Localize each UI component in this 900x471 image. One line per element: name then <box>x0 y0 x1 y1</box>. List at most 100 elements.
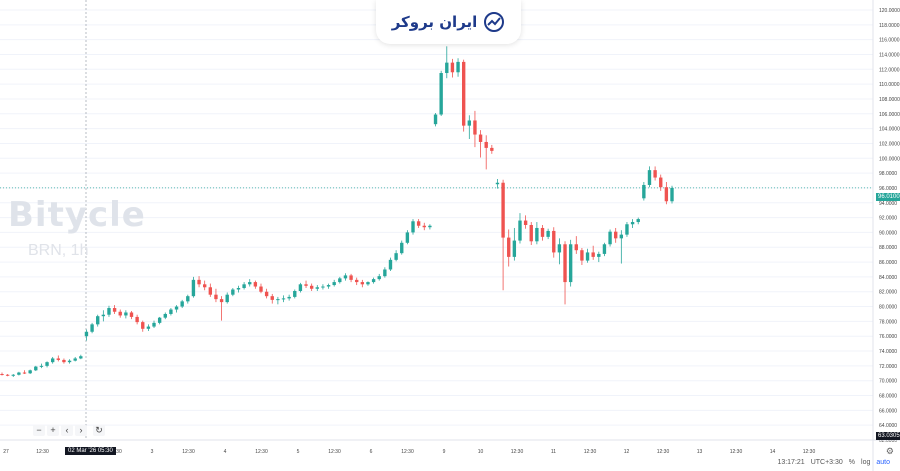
candle-body <box>377 276 381 280</box>
percent-toggle[interactable]: % <box>848 459 856 466</box>
candle-body <box>445 62 449 74</box>
x-tick-label: 12:30 <box>328 449 341 455</box>
y-tick-label: 96.0000 <box>879 186 897 192</box>
y-tick-label: 102.0000 <box>879 141 900 147</box>
trend-logo-icon <box>484 12 505 32</box>
candle-body <box>456 61 460 73</box>
y-tick-label: 98.0000 <box>879 171 897 177</box>
candle-body <box>619 234 624 239</box>
y-tick-label: 118.0000 <box>879 23 900 29</box>
candle-body <box>169 309 173 314</box>
candle-body <box>507 237 511 257</box>
x-tick-label: 6 <box>370 449 373 455</box>
zoom-in-button[interactable]: + <box>47 425 59 436</box>
candle-body <box>50 358 55 363</box>
candle-body <box>343 275 348 279</box>
candle-body <box>332 282 336 286</box>
candle-body <box>22 372 27 374</box>
candle-body <box>112 308 117 312</box>
candle-body <box>439 73 443 115</box>
status-bar: 13:17:21 UTC+3:30 % log auto <box>777 459 890 466</box>
candle-body <box>625 224 629 235</box>
candle-body <box>79 356 83 359</box>
x-tick-label: 12:30 <box>584 449 597 455</box>
x-tick-label: 27 <box>3 449 9 455</box>
logo-text: ایران بروکر <box>391 13 478 31</box>
y-tick-label: 74.0000 <box>879 349 897 355</box>
candle-body <box>416 221 421 226</box>
candle-body <box>304 284 308 286</box>
zoom-out-button[interactable]: − <box>33 425 45 436</box>
x-tick-label: 12:30 <box>182 449 195 455</box>
y-tick-label: 100.0000 <box>879 156 900 162</box>
candle-body <box>276 299 280 301</box>
candle-body <box>355 279 359 283</box>
candle-body <box>45 362 49 366</box>
y-tick-label: 80.0000 <box>879 305 897 311</box>
candle-body <box>546 230 550 237</box>
candle-body <box>293 290 297 297</box>
candle-body <box>461 61 466 126</box>
candle-body <box>580 250 584 261</box>
candle-body <box>28 370 32 374</box>
candle-body <box>135 316 139 323</box>
candle-body <box>338 278 342 283</box>
candle-body <box>614 231 618 239</box>
candle-body <box>34 366 38 371</box>
candle-body <box>602 244 607 254</box>
candle-body <box>253 282 258 287</box>
candle-body <box>259 286 263 292</box>
candle-body <box>518 220 522 241</box>
candle-body <box>174 306 179 310</box>
scroll-right-button[interactable]: › <box>75 425 87 436</box>
candle-body <box>490 147 494 151</box>
candle-body <box>608 231 612 245</box>
candle-body <box>636 219 640 223</box>
candle-body <box>473 120 477 135</box>
y-tick-label: 68.0000 <box>879 394 897 400</box>
y-tick-label: 84.0000 <box>879 275 897 281</box>
y-tick-label: 66.0000 <box>879 408 897 414</box>
candle-body <box>39 365 44 367</box>
candle-body <box>90 324 94 332</box>
x-tick-label: 3 <box>151 449 154 455</box>
settings-gear-icon[interactable]: ⚙ <box>885 446 894 456</box>
candle-body <box>96 316 100 325</box>
candle-body <box>186 296 190 302</box>
y-tick-label: 70.0000 <box>879 379 897 385</box>
candle-body <box>585 252 590 261</box>
candle-body <box>73 358 77 361</box>
candle-body <box>388 259 393 270</box>
crosshair-time-label: 02 Mar '26 05:30 <box>65 447 116 455</box>
candle-body <box>366 282 370 285</box>
y-tick-label: 82.0000 <box>879 290 897 296</box>
candle-body <box>11 374 15 376</box>
candle-body <box>5 374 10 376</box>
candle-body <box>529 225 533 242</box>
candle-body <box>321 286 325 288</box>
candle-body <box>180 301 184 307</box>
candle-body <box>264 291 269 297</box>
candle-body <box>67 360 72 363</box>
scroll-left-button[interactable]: ‹ <box>61 425 73 436</box>
log-toggle[interactable]: log <box>861 459 871 466</box>
x-tick-label: 12:30 <box>401 449 414 455</box>
crosshair-price-label: 63.0305 <box>876 432 900 440</box>
candle-body <box>597 253 601 257</box>
candle-body <box>203 284 207 288</box>
candle-body <box>411 221 415 233</box>
timezone[interactable]: UTC+3:30 <box>810 459 843 466</box>
candle-body <box>270 296 274 300</box>
reset-chart-button[interactable]: ↻ <box>93 425 105 436</box>
auto-toggle[interactable]: auto <box>876 459 890 466</box>
candle-body <box>124 312 128 316</box>
candle-body <box>231 289 235 295</box>
x-tick-label: 4 <box>224 449 227 455</box>
y-tick-label: 104.0000 <box>879 127 900 133</box>
clock-time: 13:17:21 <box>777 459 805 466</box>
candle-body <box>383 269 387 277</box>
y-tick-label: 72.0000 <box>879 364 897 370</box>
candle-body <box>405 232 410 243</box>
x-tick-label: 11 <box>551 449 556 455</box>
